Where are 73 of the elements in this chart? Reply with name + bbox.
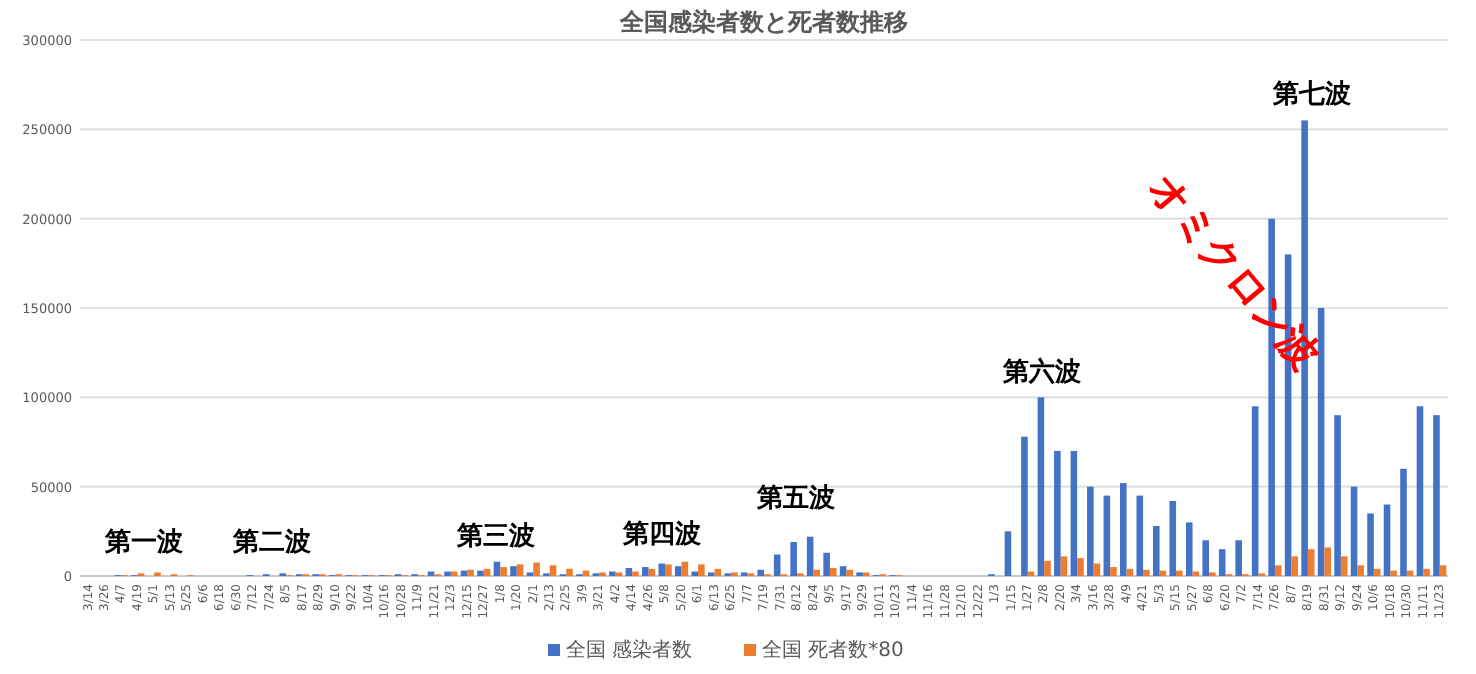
bar xyxy=(823,552,830,576)
bar xyxy=(1004,531,1012,576)
bar xyxy=(1235,540,1242,576)
bar xyxy=(1367,513,1374,576)
bar xyxy=(1400,468,1407,576)
bar xyxy=(813,569,821,576)
bar xyxy=(1433,415,1440,576)
bar xyxy=(1390,570,1397,576)
bar xyxy=(1093,563,1101,576)
annotation: オミクロン波 xyxy=(1139,163,1331,379)
bar xyxy=(1423,568,1430,576)
annotation: 第一波 xyxy=(103,528,185,558)
bar xyxy=(1324,547,1331,576)
bar xyxy=(1103,495,1111,576)
bar xyxy=(1136,495,1144,576)
bar xyxy=(1169,500,1177,576)
bar xyxy=(790,542,797,576)
bar xyxy=(1060,556,1068,576)
bar xyxy=(806,536,814,576)
annotation: 第三波 xyxy=(455,522,537,552)
annotation: 第二波 xyxy=(231,528,313,558)
bar xyxy=(477,570,484,576)
bar xyxy=(757,569,764,576)
bar xyxy=(846,569,853,576)
bar xyxy=(467,569,474,576)
bar xyxy=(549,565,557,576)
bar xyxy=(698,564,705,576)
bar xyxy=(658,563,666,576)
bar xyxy=(1110,567,1117,576)
bar xyxy=(1054,450,1061,576)
bar xyxy=(1120,483,1127,576)
bar xyxy=(1044,560,1051,576)
bar xyxy=(1037,397,1045,576)
bar xyxy=(516,564,524,576)
annotation: 第四波 xyxy=(621,520,703,550)
bar xyxy=(1439,565,1447,576)
legend-label: 全国 死者数*80 xyxy=(762,638,904,662)
bar xyxy=(1383,504,1391,576)
bar xyxy=(675,566,682,576)
bar xyxy=(642,567,649,576)
bar xyxy=(1152,525,1160,576)
bar xyxy=(625,567,633,576)
bar xyxy=(1340,556,1348,576)
bar xyxy=(1317,308,1325,576)
bar xyxy=(1143,569,1150,576)
bar xyxy=(1185,522,1193,576)
bar xyxy=(839,566,847,576)
bar xyxy=(1357,565,1364,576)
bar xyxy=(1274,565,1282,576)
bar xyxy=(1291,556,1299,576)
bar xyxy=(1070,450,1078,576)
chart-title: 全国感染者数と死者数推移 xyxy=(618,8,908,36)
bar xyxy=(510,566,517,576)
bar xyxy=(500,567,507,576)
bar xyxy=(829,567,837,576)
bar xyxy=(1334,415,1341,576)
bar xyxy=(1251,406,1259,576)
bar xyxy=(1218,549,1226,576)
bar xyxy=(1307,549,1315,576)
bar xyxy=(1087,486,1094,576)
bar xyxy=(1350,486,1358,576)
bar xyxy=(566,568,573,576)
annotation: 第五波 xyxy=(755,484,837,514)
bar xyxy=(1416,406,1424,576)
bar xyxy=(1077,558,1084,576)
bar xyxy=(1176,570,1183,576)
bar xyxy=(1021,436,1028,576)
bar xyxy=(1202,540,1210,576)
bar xyxy=(533,562,540,576)
legend-label: 全国 感染者数 xyxy=(566,638,693,662)
annotation: 第七波 xyxy=(1271,80,1353,110)
bar xyxy=(665,564,672,576)
annotation: 第六波 xyxy=(1001,356,1083,388)
